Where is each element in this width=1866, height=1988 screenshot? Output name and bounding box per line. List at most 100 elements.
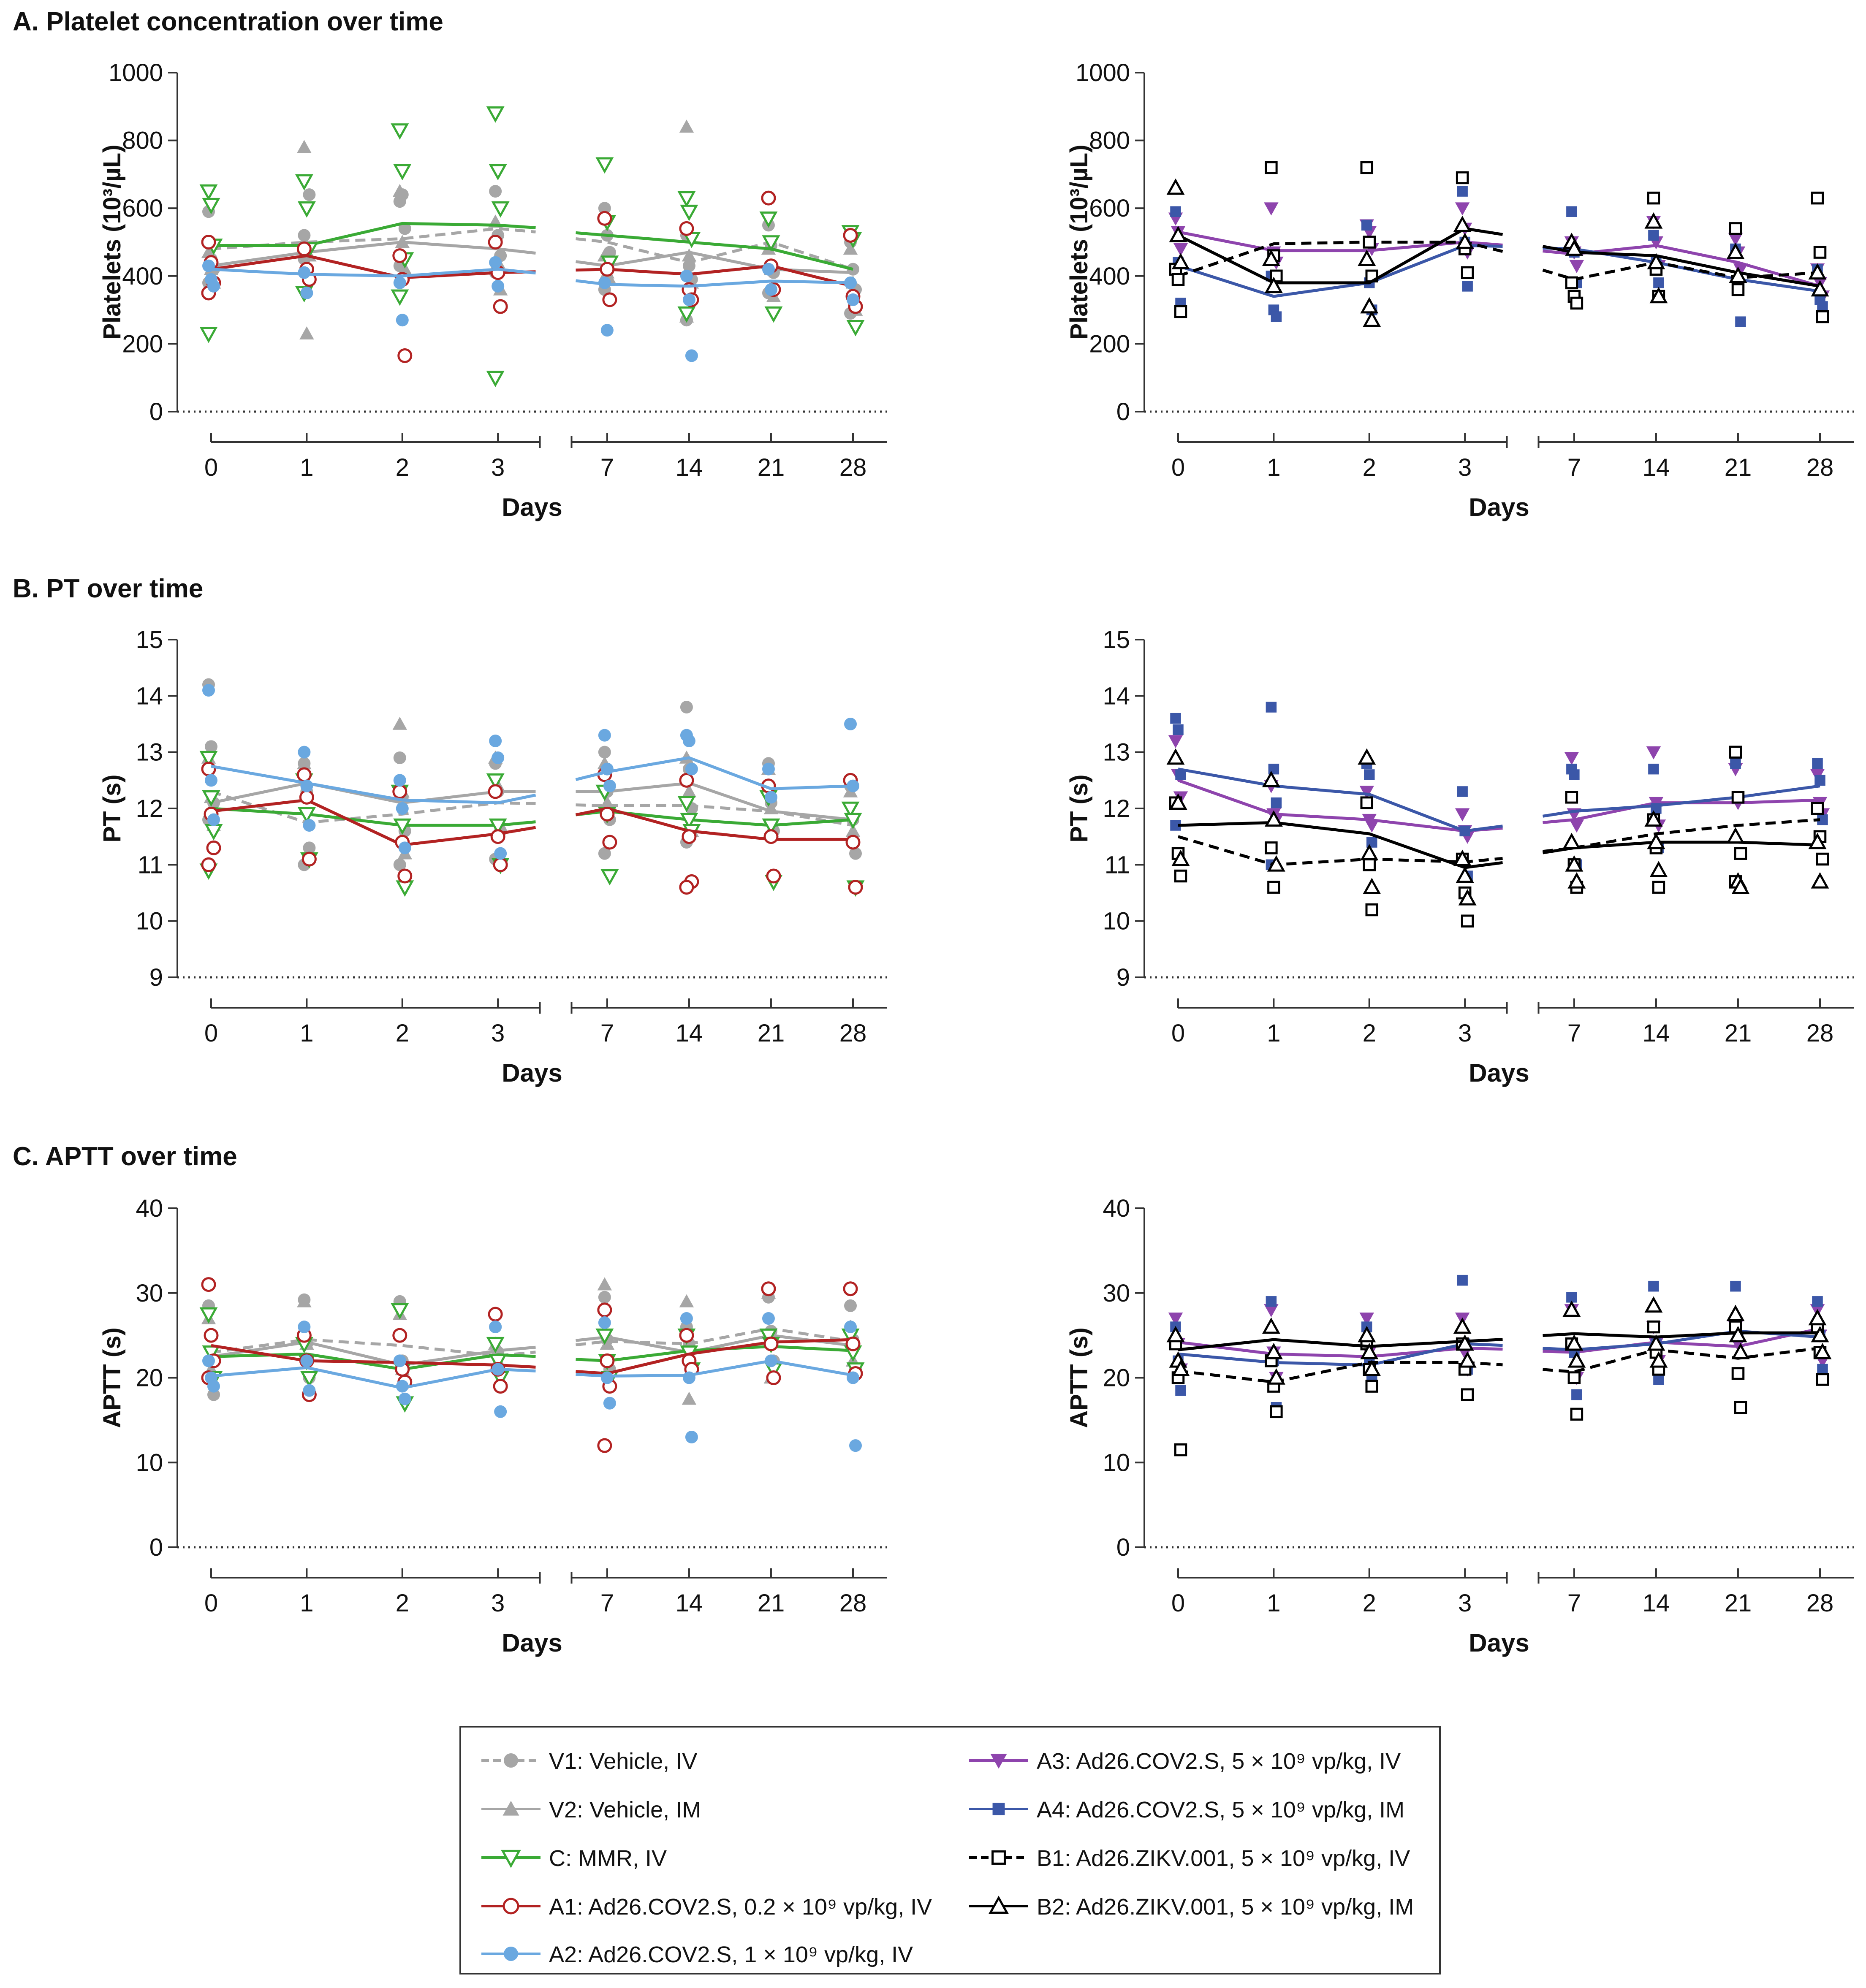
y-tick-label: 600 [122,195,163,222]
data-point-A2 [680,1312,693,1325]
data-point-A4 [1361,220,1372,231]
data-point-C [762,818,780,835]
data-point-A3 [1359,786,1374,799]
legend-label: A3: Ad26.COV2.S, 5 × 10⁹ vp/kg, IV [1037,1749,1401,1774]
data-point-A4 [1648,763,1659,775]
data-point-B2 [1166,748,1185,765]
data-point-V2 [843,241,858,255]
legend-marker [502,1801,519,1816]
data-point-A1 [761,190,776,206]
data-point-A3 [1168,735,1183,749]
data-point-A2 [300,286,313,299]
series-line-V1 [576,1327,853,1347]
data-point-B2 [1171,1360,1190,1376]
y-tick-label: 10 [1103,908,1130,935]
data-point-B2 [1458,1351,1477,1368]
data-point-A1 [201,1277,216,1292]
data-point-A1 [843,1281,858,1296]
data-point-A2 [393,276,406,289]
data-point-B2 [1647,1334,1665,1351]
data-point-B1 [1816,310,1829,323]
data-point-B1 [1647,191,1660,205]
data-point-A4 [1651,803,1662,814]
data-point-B1 [1267,881,1280,894]
data-point-B1 [1731,791,1745,804]
series-line-C [576,1345,853,1362]
data-point-B2 [1644,212,1663,229]
data-point-A1 [397,868,413,884]
x-tick-label: 2 [1363,1589,1376,1617]
legend-marker [504,1753,518,1768]
x-tick-label: 1 [300,1589,313,1617]
legend-marker [989,1896,1009,1914]
data-point-A1 [597,211,612,226]
data-point-A3 [1646,746,1661,759]
data-point-A3 [1264,202,1279,216]
data-point-A4 [1459,825,1470,837]
data-point-B1 [1174,305,1187,318]
data-point-A2 [398,841,411,854]
y-tick-label: 0 [149,1534,163,1561]
data-point-A4 [1266,1296,1277,1307]
x-tick-label: 3 [1458,454,1472,481]
data-point-C [764,306,783,323]
data-point-B2 [1808,1309,1827,1326]
y-tick-label: 11 [138,851,163,879]
data-point-B1 [1174,1443,1187,1456]
legend-marker [992,1803,1005,1815]
data-point-A4 [1569,769,1580,780]
data-point-C [391,123,409,140]
data-point-A2 [762,1312,775,1325]
data-point-A2 [298,266,311,279]
x-tick-label: 14 [1643,1020,1670,1047]
data-point-A2 [844,1321,857,1334]
data-point-V1 [844,1299,857,1312]
y-tick-label: 9 [1116,964,1130,991]
x-tick-label: 14 [676,1020,703,1047]
data-point-B1 [1174,869,1187,883]
x-tick-label: 21 [1725,454,1752,481]
series-A2 [202,256,859,362]
data-point-A2 [207,1380,220,1393]
data-point-B1 [1456,171,1469,184]
data-point-A2 [685,349,698,362]
data-point-A1 [845,1336,861,1351]
data-point-A2 [764,283,777,296]
data-point-V1 [598,847,611,860]
y-tick-label: 30 [1103,1280,1130,1307]
data-point-V2 [682,1391,697,1405]
data-point-A3 [1455,808,1470,822]
data-point-A2 [682,293,695,306]
data-point-B1 [1171,273,1185,286]
data-point-B1 [1570,296,1584,310]
x-tick-label: 2 [1363,1020,1376,1047]
data-point-B1 [1652,881,1665,894]
y-tick-label: 10 [136,908,163,935]
data-point-A4 [1571,1389,1582,1400]
data-point-A2 [682,1371,695,1384]
data-point-A4 [1457,1275,1468,1286]
data-point-B2 [1811,280,1829,297]
data-point-V1 [598,746,611,759]
legend-marker [504,1947,518,1961]
data-point-A1 [679,880,694,895]
data-point-A1 [392,784,407,799]
data-point-B2 [1363,878,1381,894]
y-tick-label: 200 [122,330,163,358]
y-axis-label: APTT (s) [98,1327,126,1428]
data-point-B2 [1567,872,1586,889]
data-point-A2 [764,791,777,804]
data-point-B2 [1811,872,1829,889]
data-point-A4 [1730,758,1741,769]
x-tick-label: 14 [1643,454,1670,481]
data-point-A2 [492,751,505,764]
data-point-A2 [682,735,695,747]
data-point-C [680,204,698,221]
data-point-A3 [1168,1313,1183,1326]
x-axis-label: Days [1469,1629,1529,1657]
data-point-V2 [845,824,861,837]
data-point-A1 [763,829,779,844]
y-tick-label: 800 [1089,127,1130,155]
data-point-A3 [1264,1304,1279,1318]
data-point-B2 [1453,849,1472,866]
